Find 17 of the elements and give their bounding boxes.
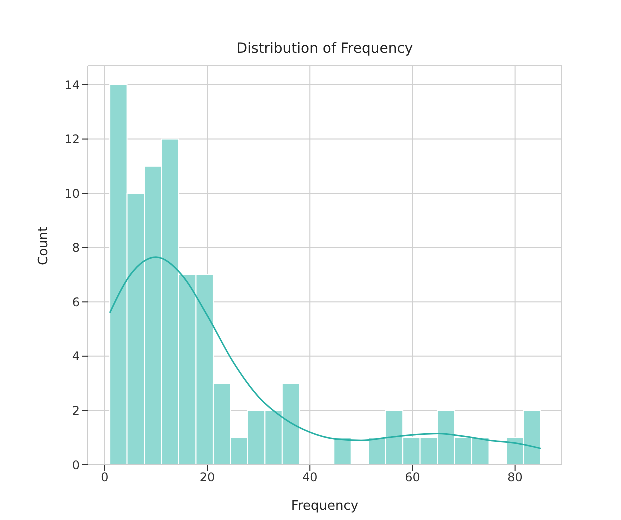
y-axis-title: Count <box>36 226 52 266</box>
chart-title: Distribution of Frequency <box>236 40 414 57</box>
y-tick-label: 14 <box>64 78 80 92</box>
x-tick-label: 20 <box>200 470 216 485</box>
x-tick-label: 0 <box>101 470 109 485</box>
line-series <box>109 256 542 450</box>
x-axis-title: Frequency <box>291 499 359 514</box>
y-tick-label: 6 <box>72 295 80 310</box>
y-tick-label: 12 <box>64 132 80 147</box>
y-tick-label: 10 <box>64 186 80 201</box>
x-tick-label: 80 <box>508 470 523 485</box>
x-tick-label: 40 <box>302 470 318 485</box>
y-tick-label: 4 <box>72 350 80 364</box>
y-tick-label: 8 <box>72 241 80 256</box>
y-tick-label: 0 <box>72 458 80 472</box>
x-tick-label: 60 <box>405 470 420 485</box>
y-tick-label: 2 <box>72 404 80 418</box>
